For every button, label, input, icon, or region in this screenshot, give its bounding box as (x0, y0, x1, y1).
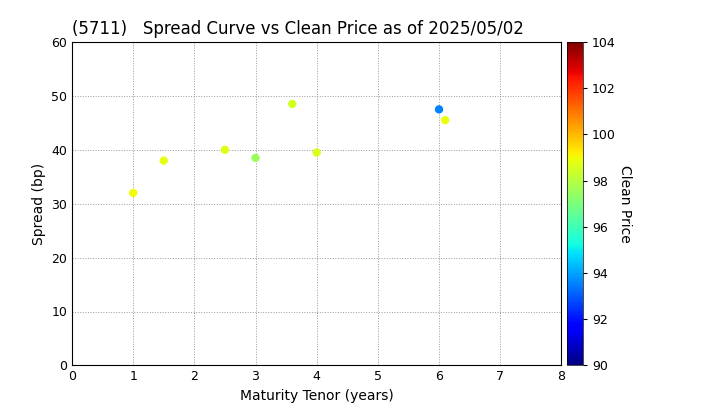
Point (311, 149, 323, 156)
Y-axis label: Clean Price: Clean Price (618, 165, 632, 243)
Text: (5711)   Spread Curve vs Clean Price as of 2025/05/02: (5711) Spread Curve vs Clean Price as of… (72, 20, 524, 38)
Point (439, 117, 451, 123)
Point (127, 189, 139, 196)
Point (219, 147, 230, 153)
X-axis label: Maturity Tenor (years): Maturity Tenor (years) (240, 389, 394, 403)
Point (250, 155, 261, 161)
Y-axis label: Spread (bp): Spread (bp) (32, 163, 45, 245)
Point (433, 106, 445, 113)
Point (287, 101, 298, 108)
Point (158, 157, 169, 164)
